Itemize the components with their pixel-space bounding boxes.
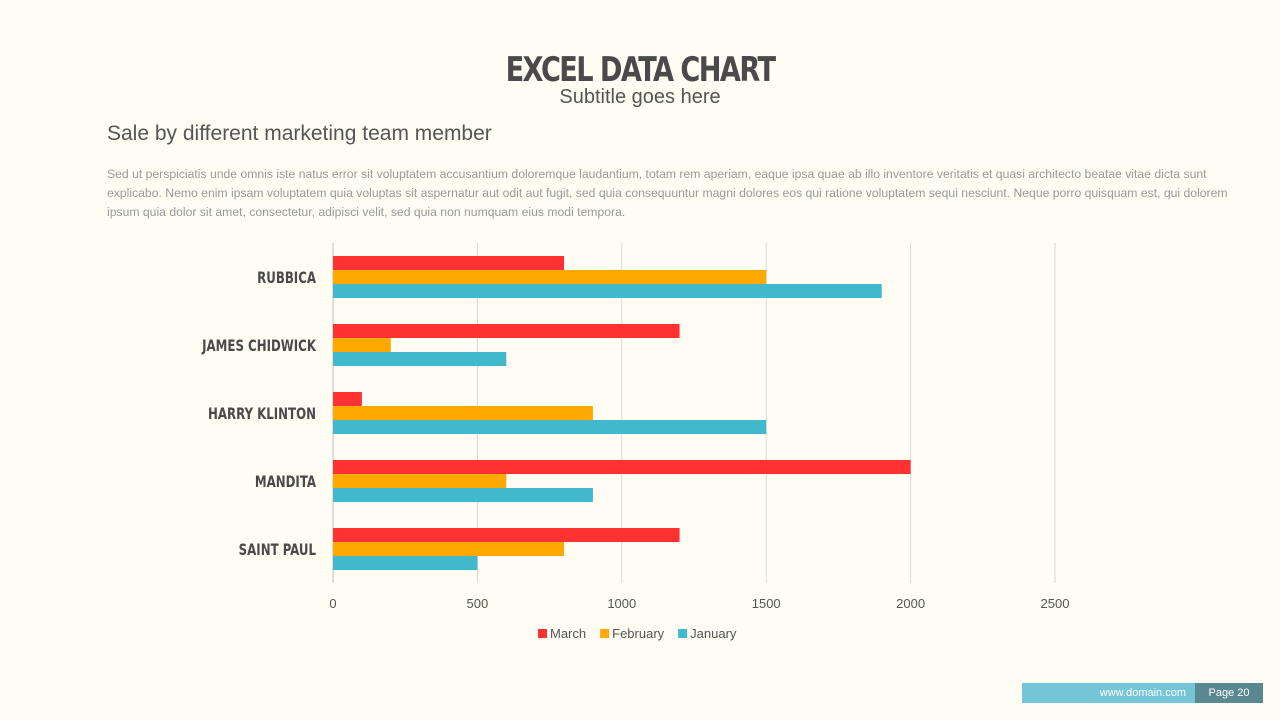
bar-january [333, 420, 767, 434]
bar-march [333, 528, 680, 542]
bar-january [333, 488, 593, 502]
x-tick-label: 500 [467, 596, 489, 611]
x-tick-label: 2000 [896, 596, 925, 611]
x-tick-label: 1000 [607, 596, 636, 611]
category-label: JAMES CHIDWICK [201, 337, 316, 356]
bar-january [333, 352, 507, 366]
section-body: Sed ut perspiciatis unde omnis iste natu… [107, 167, 1228, 219]
legend-swatch [538, 629, 547, 638]
footer-url: www.domain.com [1022, 683, 1195, 703]
bar-february [333, 338, 391, 352]
section-heading: Sale by different marketing team member [107, 122, 492, 145]
page-title: EXCEL DATA CHART [505, 50, 776, 90]
category-label: HARRY KLINTON [208, 405, 316, 424]
bar-february [333, 542, 565, 556]
bar-february [333, 474, 507, 488]
page-subtitle: Subtitle goes here [559, 86, 721, 108]
x-tick-label: 2500 [1041, 596, 1070, 611]
legend-label: February [612, 626, 665, 641]
category-label: MANDITA [255, 473, 317, 492]
bar-january [333, 556, 478, 570]
legend-swatch [678, 629, 688, 638]
bar-february [333, 270, 767, 284]
x-tick-label: 0 [329, 596, 336, 611]
bar-march [333, 324, 680, 338]
x-tick-label: 1500 [752, 596, 781, 611]
legend-label: March [550, 626, 586, 641]
bar-march [333, 392, 362, 406]
legend-swatch [600, 629, 610, 638]
legend-label: January [690, 626, 737, 641]
bar-march [333, 460, 911, 474]
category-label: RUBBICA [257, 269, 317, 288]
bar-january [333, 284, 882, 298]
bar-february [333, 406, 593, 420]
category-label: SAINT PAUL [239, 541, 317, 560]
footer-page-number: Page 20 [1195, 683, 1263, 703]
bar-march [333, 256, 565, 270]
